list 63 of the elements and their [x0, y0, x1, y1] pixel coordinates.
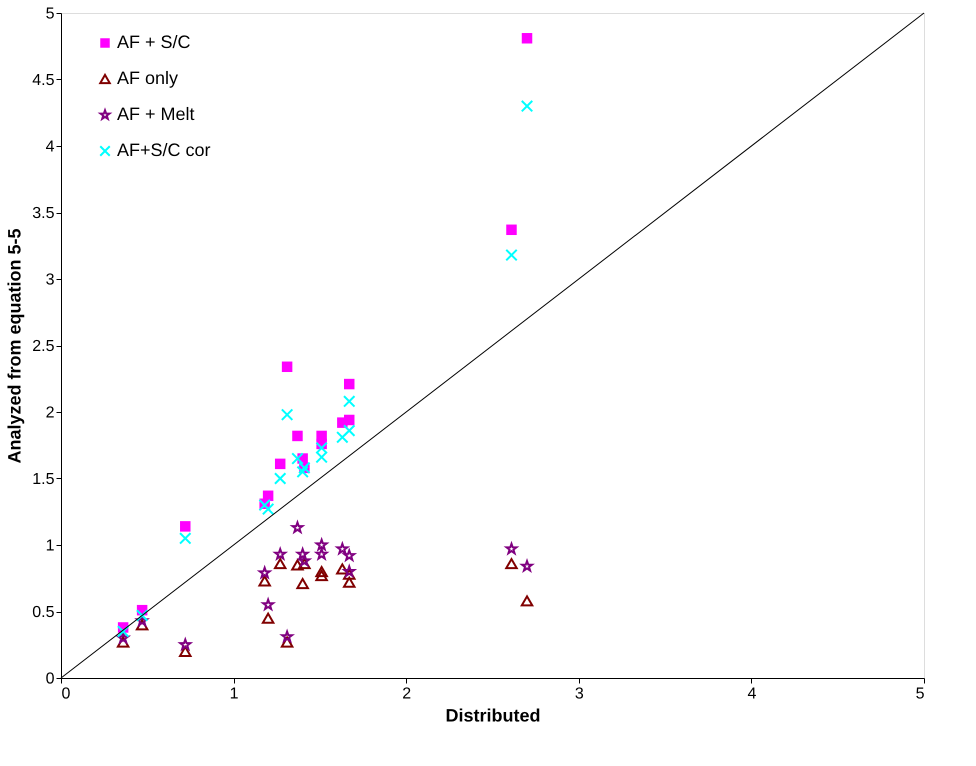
- point: [280, 408, 294, 421]
- point: [280, 636, 294, 648]
- point: [315, 570, 328, 582]
- y-tick-label: 2: [46, 404, 55, 422]
- y-tick-label: 1: [46, 538, 55, 554]
- legend-label: AF only: [117, 68, 178, 88]
- point: [262, 612, 274, 624]
- point: [343, 424, 356, 437]
- point: [336, 431, 349, 444]
- point: [258, 575, 271, 586]
- point: [343, 576, 356, 588]
- y-tick-label: 4: [46, 138, 55, 156]
- point: [274, 458, 286, 470]
- point: [262, 502, 274, 516]
- point: [179, 646, 192, 657]
- point: [292, 430, 303, 442]
- point: [180, 521, 191, 532]
- x-tick-label: 2: [402, 686, 412, 702]
- x-tick-label: 3: [574, 686, 584, 702]
- point: [274, 558, 286, 570]
- x-axis-title: Distributed: [445, 706, 541, 726]
- point: [291, 452, 304, 465]
- point: [506, 224, 517, 236]
- y-tick-label: 0.5: [32, 604, 55, 621]
- point: [117, 632, 130, 644]
- point: [136, 609, 148, 622]
- x-tick-label: 5: [916, 686, 925, 702]
- point: [336, 563, 349, 574]
- point: [522, 33, 532, 44]
- legend-label: AF + S/C: [117, 32, 191, 52]
- x-tick-label: 1: [230, 686, 239, 702]
- point: [344, 414, 354, 426]
- x-tick-label: 0: [62, 686, 70, 702]
- point: [315, 566, 328, 578]
- point: [179, 532, 192, 545]
- y-tick-label: 4.5: [32, 72, 55, 89]
- legend-label: AF + Melt: [117, 104, 195, 124]
- point: [116, 636, 130, 648]
- y-tick-label: 0: [46, 670, 55, 688]
- y-tick-label: 2.5: [32, 338, 55, 355]
- point: [505, 248, 518, 262]
- point: [343, 395, 356, 408]
- point: [262, 490, 274, 502]
- point: [344, 378, 354, 390]
- point: [274, 472, 286, 485]
- y-tick-label: 1.5: [32, 471, 55, 488]
- point: [343, 568, 356, 580]
- y-tick-label: 3.5: [32, 205, 55, 222]
- point: [282, 362, 292, 372]
- legend-label: AF+S/C cor: [117, 140, 211, 160]
- point: [291, 559, 304, 570]
- x-tick-label: 4: [747, 686, 756, 702]
- point: [296, 578, 309, 590]
- y-tick-label: 3: [46, 272, 55, 288]
- point: [520, 595, 534, 606]
- y-tick-label: 5: [46, 6, 55, 22]
- point: [296, 466, 309, 478]
- point: [343, 549, 356, 561]
- point: [520, 100, 534, 112]
- point: [136, 619, 148, 630]
- point: [505, 558, 518, 570]
- y-axis-title: Analyzed from equation 5-5: [4, 228, 24, 464]
- point: [116, 625, 130, 638]
